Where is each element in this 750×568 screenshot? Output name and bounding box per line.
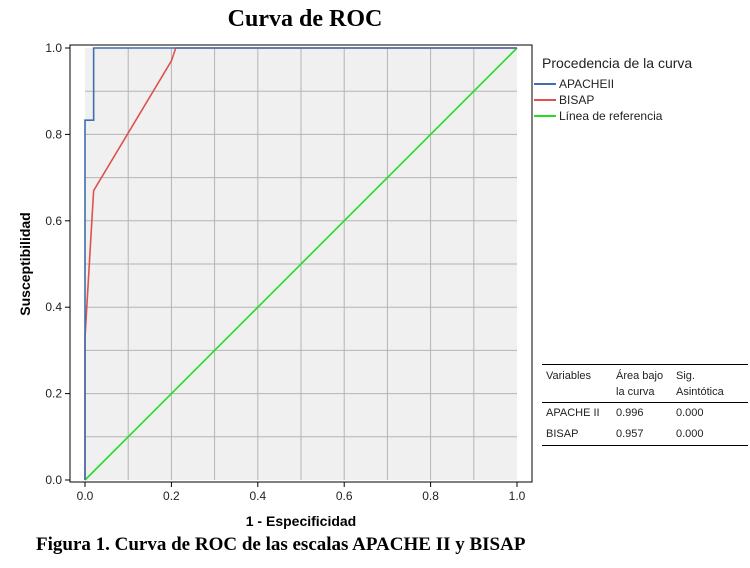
y-tick-label: 0.8 — [45, 127, 62, 141]
x-tick-label: 0.6 — [336, 489, 353, 503]
x-tick-label: 0.8 — [422, 489, 439, 503]
header-area: Área bajo la curva — [612, 364, 672, 403]
row-sig: 0.000 — [672, 424, 748, 446]
y-axis-label: Susceptibilidad — [17, 212, 33, 315]
legend-title: Procedencia de la curva — [542, 55, 693, 71]
figure-caption: Figura 1. Curva de ROC de las escalas AP… — [36, 534, 526, 555]
y-tick-label: 0.6 — [45, 214, 62, 228]
series-line-apacheii — [84, 47, 517, 480]
x-axis-label: 1 - Especificidad — [246, 513, 356, 529]
legend-swatch — [534, 83, 556, 85]
legend-items: APACHEII BISAP Línea de referencia — [534, 76, 734, 124]
row-variable: APACHE II — [546, 407, 600, 419]
row-variable: BISAP — [542, 424, 612, 446]
y-tick-label: 0.2 — [45, 387, 62, 401]
header-sig: Sig. Asintótica — [672, 364, 748, 403]
legend-label: APACHEII — [559, 77, 615, 91]
legend-label: BISAP — [559, 93, 595, 107]
header-variables: Variables — [542, 364, 612, 403]
y-tick-label: 0.4 — [45, 300, 62, 314]
legend: Procedencia de la curva APACHEII BISAP Lín… — [534, 56, 734, 124]
legend-label: Línea de referencia — [559, 109, 663, 123]
table-row: BISAP 0.957 0.000 — [542, 424, 748, 446]
legend-swatch — [534, 99, 556, 101]
legend-swatch — [534, 115, 556, 117]
row-sig: 0.000 — [676, 407, 704, 419]
x-tick-label: 0.0 — [77, 489, 94, 503]
chart-title: Curva de ROC — [227, 6, 383, 32]
legend-item: BISAP — [534, 92, 734, 108]
auc-table: Variables Área bajo la curva Sig. Asintó… — [542, 364, 748, 446]
row-area: 0.996 — [616, 407, 644, 419]
y-tick-label: 0.0 — [45, 473, 62, 487]
legend-item: APACHEII — [534, 76, 734, 92]
y-tick-label: 1.0 — [45, 41, 62, 55]
x-tick-label: 0.2 — [163, 489, 180, 503]
legend-item: Línea de referencia — [534, 108, 734, 124]
x-tick-label: 1.0 — [509, 489, 526, 503]
series-line-linea-de-referencia — [84, 47, 518, 481]
row-area: 0.957 — [612, 424, 672, 446]
auc-table-header: Variables Área bajo la curva Sig. Asintó… — [542, 364, 748, 403]
x-tick-label: 0.4 — [249, 489, 266, 503]
table-row: APACHE II 0.996 0.000 — [542, 403, 748, 425]
